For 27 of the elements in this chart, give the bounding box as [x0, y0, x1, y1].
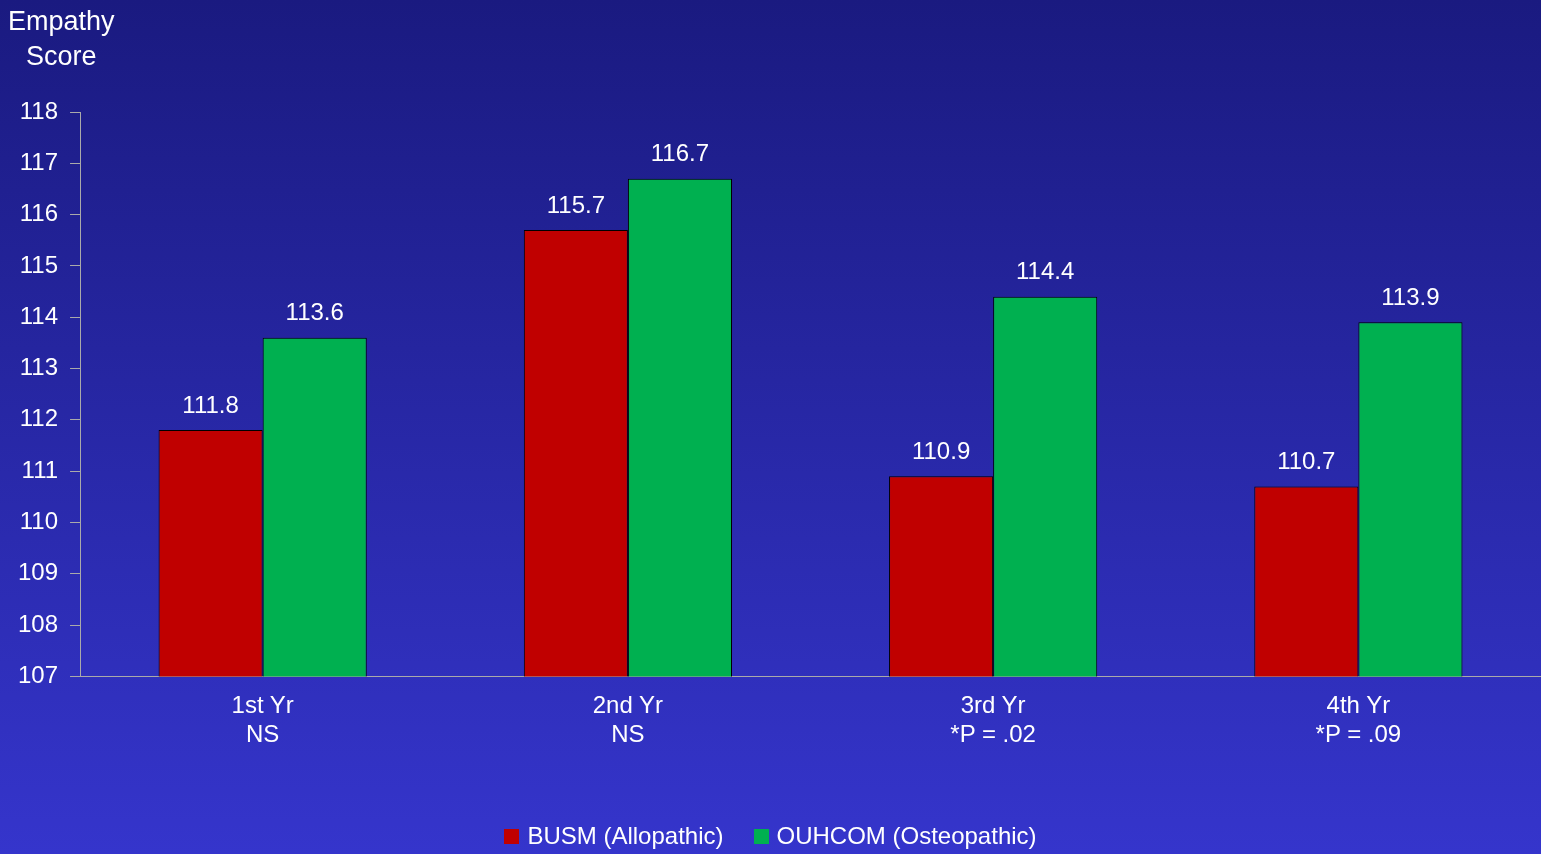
y-tick-label: 112 — [19, 404, 59, 432]
data-label: 113.9 — [1381, 282, 1440, 310]
y-tick-label: 107 — [18, 661, 59, 689]
y-tick-label: 109 — [18, 558, 59, 586]
legend-label: OUHCOM (Osteopathic) — [776, 822, 1037, 850]
x-tick-label: 1st Yr NS — [231, 691, 294, 748]
y-tick-label: 108 — [18, 609, 59, 637]
y-tick-label: 113 — [19, 353, 59, 381]
y-axis-title: Empathy Score — [8, 5, 115, 73]
x-tick-label: 2nd Yr NS — [592, 691, 664, 748]
data-label: 116.7 — [650, 139, 710, 167]
data-label: 110.7 — [1277, 447, 1336, 475]
y-tick-label: 111 — [21, 455, 59, 483]
data-label: 115.7 — [546, 190, 605, 218]
x-tick-label: 4th Yr *P = .09 — [1315, 691, 1402, 748]
legend-label: BUSM (Allopathic) — [527, 822, 724, 850]
y-tick-label: 115 — [19, 250, 59, 278]
data-label: 111.8 — [182, 390, 239, 418]
data-label: 110.9 — [911, 436, 971, 464]
y-tick-label: 110 — [19, 507, 59, 535]
x-tick-label: 3rd Yr *P = .02 — [950, 691, 1036, 748]
data-label: 114.4 — [1016, 257, 1075, 285]
y-tick-label: 116 — [19, 199, 59, 227]
y-tick-label: 117 — [19, 147, 59, 175]
data-label: 113.6 — [285, 298, 344, 326]
y-tick-label: 114 — [19, 301, 59, 329]
y-tick-label: 118 — [19, 96, 59, 124]
